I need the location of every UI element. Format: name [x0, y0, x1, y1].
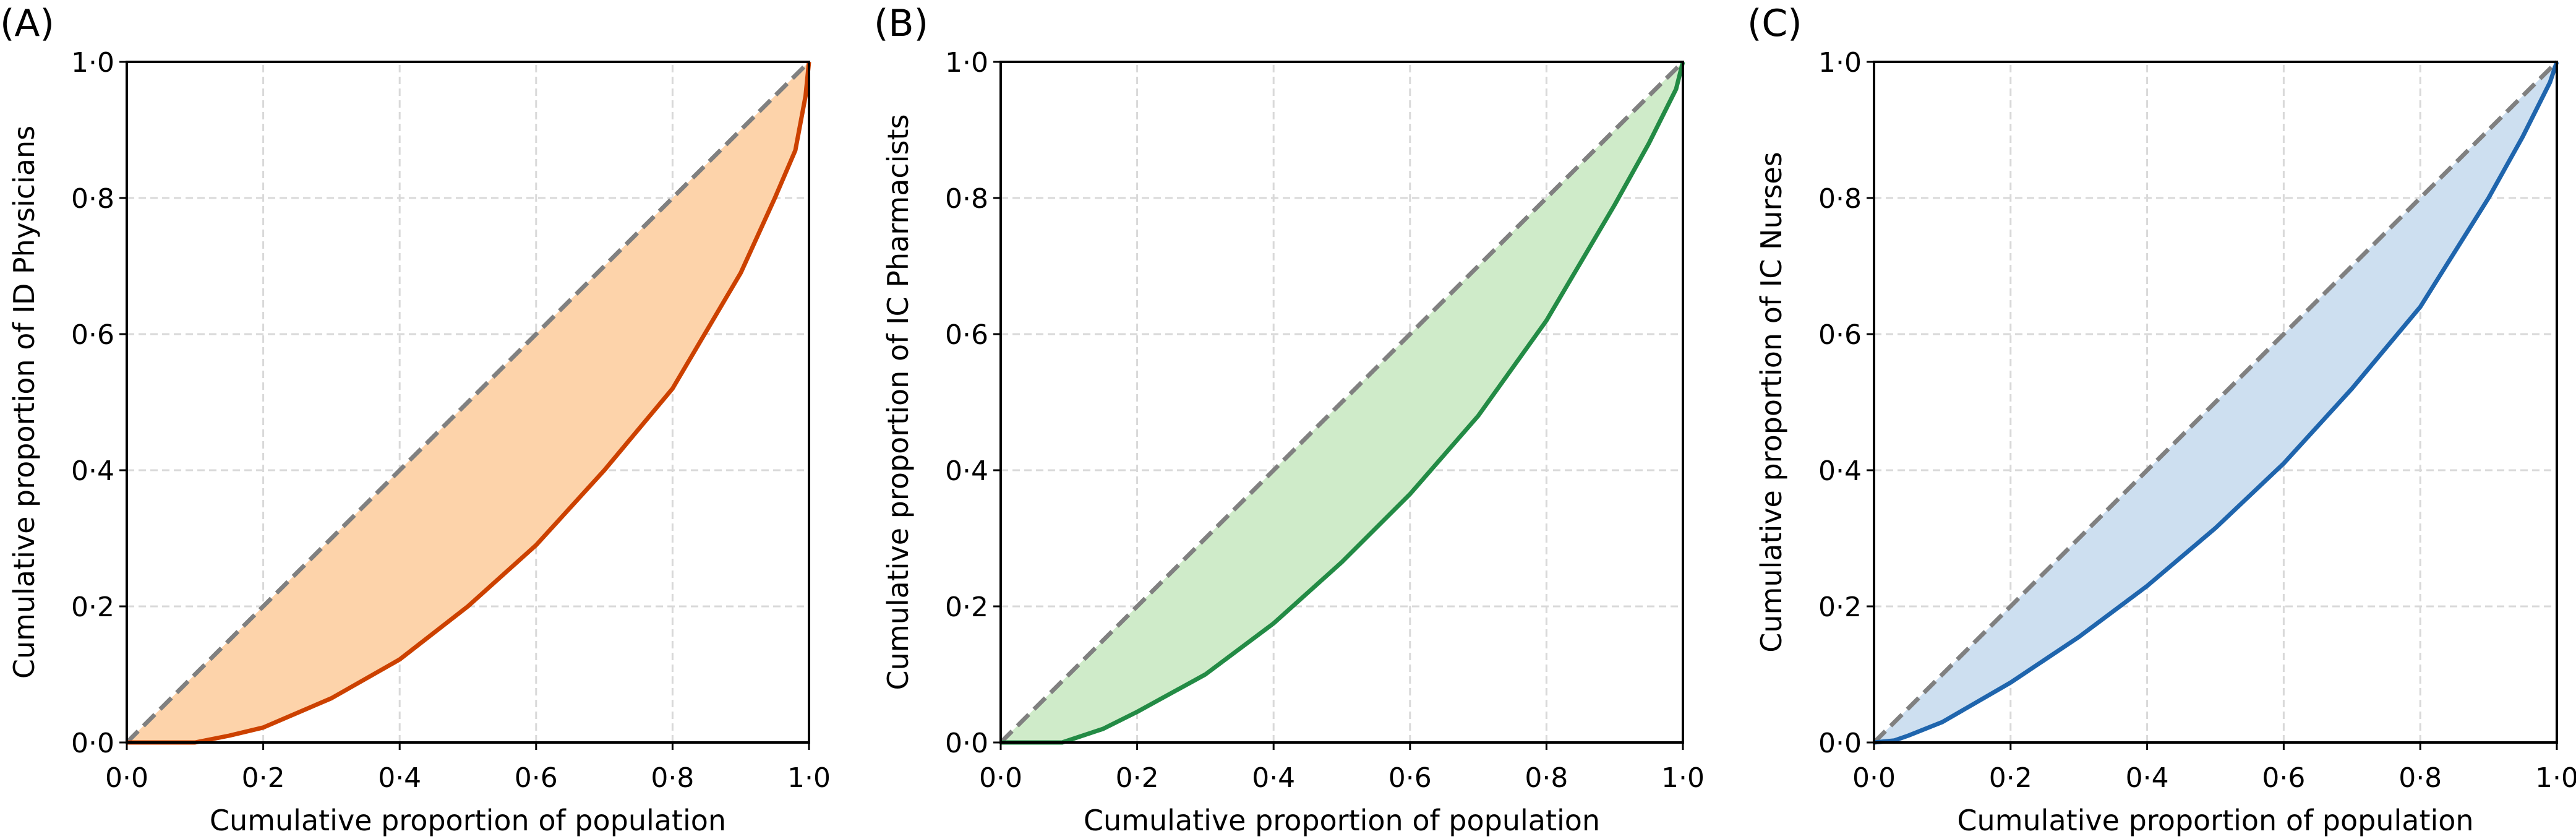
equality-line [999, 60, 1685, 744]
x-tick-label: 0·2 [1989, 762, 2032, 794]
panel-c: 0·0 0·2 0·4 0·6 0·8 1·0 0·0 0·2 0·4 0·6 0·8 1·0 Cumu… [1747, 2, 2576, 837]
x-tick-label: 0·8 [651, 762, 694, 794]
y-tick-label: 0·0 [71, 728, 114, 759]
equality-line [1872, 60, 2559, 744]
x-tick-label: 0·0 [1852, 762, 1896, 794]
y-tick-label: 0·2 [1818, 592, 1862, 623]
y-tick-label: 0·6 [945, 319, 988, 351]
x-axis-label: Cumulative proportion of population [1957, 804, 2473, 837]
lorenz-curve [1001, 61, 1685, 745]
y-tick-label: 0·2 [945, 592, 988, 623]
panel-label: (C) [1747, 2, 1802, 45]
y-tick-label: 1·0 [945, 47, 988, 79]
axes-frame [999, 61, 1684, 744]
x-tick-label: 1·0 [787, 762, 831, 794]
y-tick-label: 1·0 [1818, 47, 1862, 79]
x-tick-label: 0·8 [1525, 762, 1568, 794]
y-tick-label: 0·4 [945, 455, 988, 487]
x-tick-label: 0·0 [105, 762, 148, 794]
y-tick-label: 0·4 [71, 455, 114, 487]
x-tick-label: 0·6 [2262, 762, 2305, 794]
lorenz-curve [127, 61, 811, 745]
lorenz-curve [1873, 61, 2559, 745]
y-tick-label: 0·8 [1818, 183, 1862, 215]
y-tick-label: 0·6 [71, 319, 114, 351]
panel-a: 0·0 0·2 0·4 0·6 0·8 1·0 0·0 0·2 0·4 0·6 0·8 1·0 Cumu… [0, 2, 831, 837]
y-tick-label: 0·0 [945, 728, 988, 759]
x-tick-label: 0·6 [1389, 762, 1432, 794]
x-tick-label: 0·4 [378, 762, 421, 794]
y-axis-label: Cumulative proportion of IC Nurses [1755, 152, 1788, 652]
y-axis-label: Cumulative proportion of ID Physicians [7, 126, 41, 679]
x-tick-label: 0·6 [515, 762, 558, 794]
x-tick-label: 1·0 [1661, 762, 1705, 794]
panel-label: (A) [0, 2, 54, 45]
x-axis-label: Cumulative proportion of population [210, 804, 726, 837]
y-tick-label: 1·0 [71, 47, 114, 79]
x-tick-label: 0·2 [1116, 762, 1159, 794]
y-tick-label: 0·8 [945, 183, 988, 215]
x-tick-label: 0·8 [2398, 762, 2442, 794]
y-tick-label: 0·2 [71, 592, 114, 623]
x-axis-label: Cumulative proportion of population [1084, 804, 1600, 837]
x-tick-label: 1·0 [2535, 762, 2576, 794]
axes-frame [126, 61, 810, 744]
x-tick-label: 0·4 [1252, 762, 1295, 794]
y-tick-label: 0·4 [1818, 455, 1862, 487]
y-tick-label: 0·6 [1818, 319, 1862, 351]
panel-label: (B) [874, 2, 928, 45]
x-tick-label: 0·0 [979, 762, 1022, 794]
y-tick-label: 0·0 [1818, 728, 1862, 759]
x-tick-label: 0·2 [242, 762, 285, 794]
axes-frame [1873, 61, 2558, 744]
y-axis-label: Cumulative proportion of IC Pharmacists [881, 114, 915, 691]
panel-b: 0·0 0·2 0·4 0·6 0·8 1·0 0·0 0·2 0·4 0·6 0·8 1·0 Cumu… [874, 2, 1705, 837]
x-tick-label: 0·4 [2126, 762, 2169, 794]
y-tick-label: 0·8 [71, 183, 114, 215]
equality-line [125, 60, 811, 744]
